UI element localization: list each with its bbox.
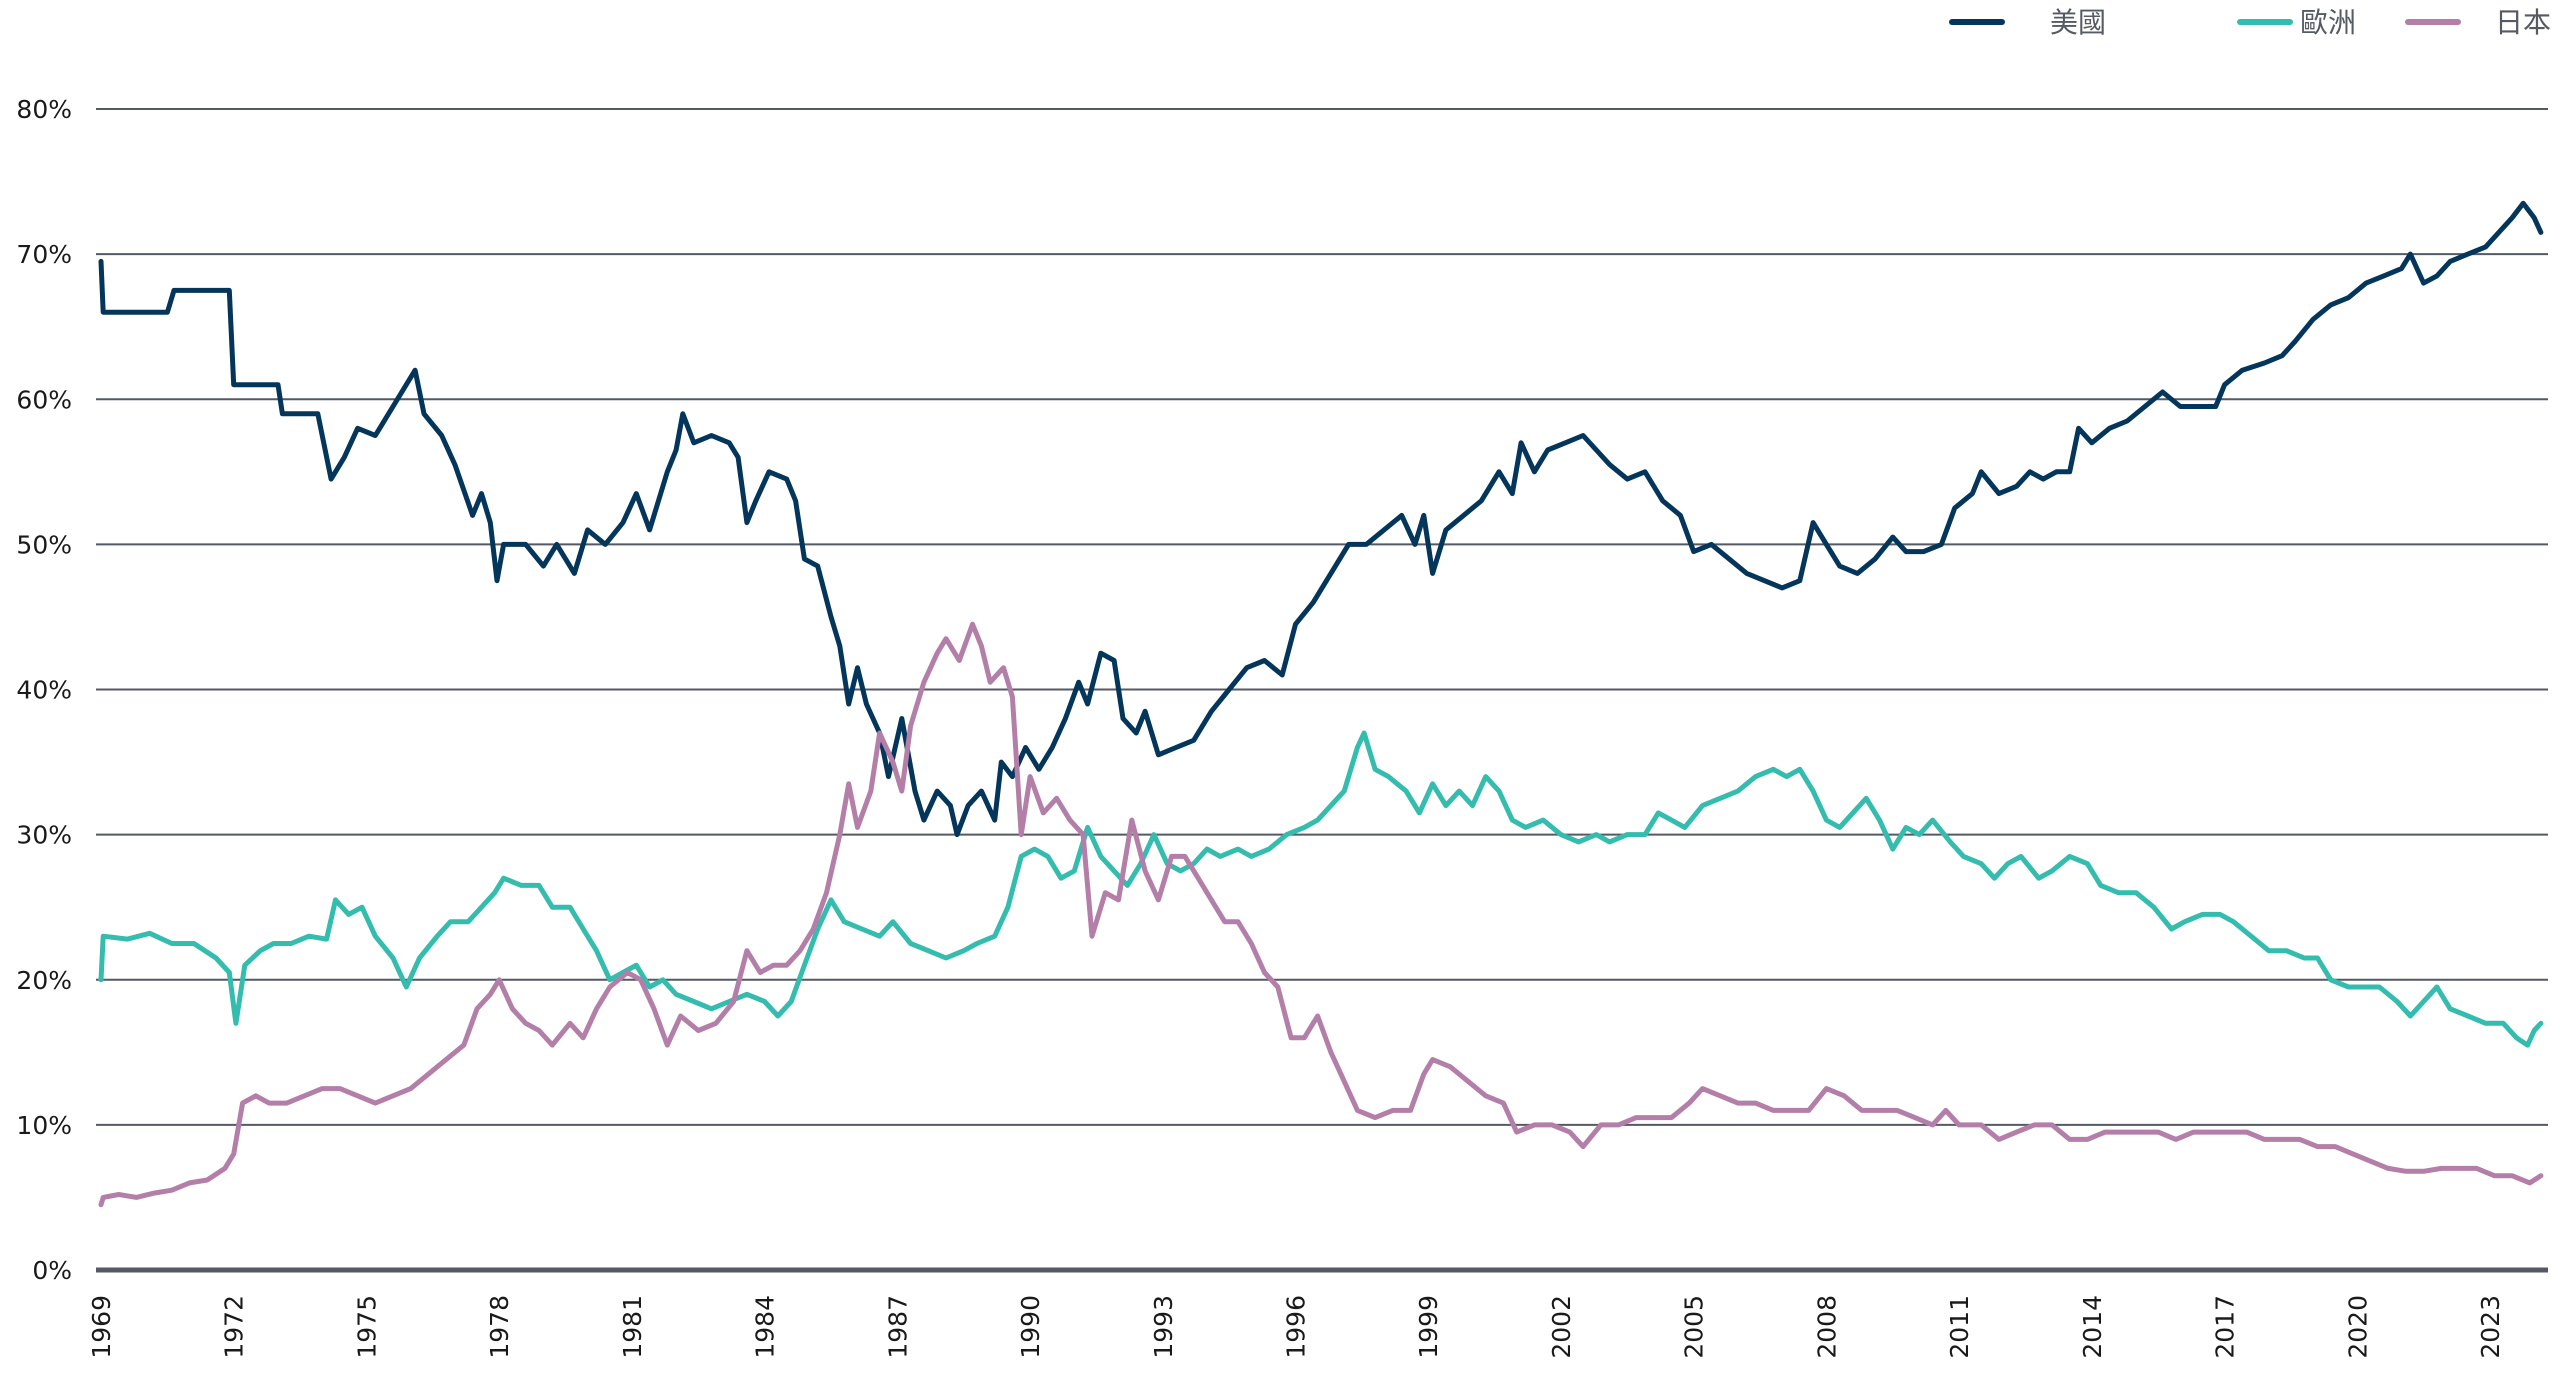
legend-label: 歐洲	[2300, 6, 2356, 39]
x-tick-label: 1996	[1282, 1295, 1311, 1359]
legend-item-us: 美國	[1949, 6, 2106, 39]
x-tick-label: 1975	[352, 1295, 381, 1359]
x-tick-label: 2020	[2343, 1295, 2372, 1359]
y-tick-label: 20%	[16, 966, 72, 995]
legend: 美國 歐洲 日本	[1949, 6, 2551, 39]
x-tick-label: 1969	[87, 1295, 116, 1359]
x-tick-label: 1999	[1414, 1295, 1443, 1359]
series-lines	[98, 200, 2544, 1208]
legend-item-japan: 日本	[2405, 6, 2551, 39]
legend-label: 美國	[2050, 6, 2106, 39]
legend-item-europe: 歐洲	[2237, 6, 2356, 39]
x-tick-label: 1972	[220, 1295, 249, 1359]
x-tick-label: 1978	[485, 1295, 514, 1359]
series-line-europe	[98, 730, 2544, 1048]
y-tick-label: 70%	[16, 240, 72, 269]
series-line-us	[98, 200, 2544, 838]
x-tick-label: 1993	[1149, 1295, 1178, 1359]
y-tick-label: 30%	[16, 821, 72, 850]
series-line-japan	[98, 621, 2544, 1208]
y-tick-label: 10%	[16, 1111, 72, 1140]
y-axis-ticks: 0% 10% 20% 30% 40% 50% 60% 70% 80%	[16, 95, 72, 1285]
x-tick-label: 2011	[1945, 1295, 1974, 1359]
x-tick-label: 2008	[1812, 1295, 1841, 1359]
y-tick-label: 40%	[16, 676, 72, 705]
x-tick-label: 1984	[751, 1295, 780, 1359]
x-tick-label: 2002	[1547, 1295, 1576, 1359]
x-tick-label: 1987	[883, 1295, 912, 1359]
y-tick-label: 50%	[16, 530, 72, 559]
x-tick-label: 2017	[2211, 1295, 2240, 1359]
gridlines	[96, 108, 2548, 1273]
y-tick-label: 80%	[16, 95, 72, 124]
x-tick-label: 2005	[1680, 1295, 1709, 1359]
x-tick-label: 2023	[2476, 1295, 2505, 1359]
x-axis-ticks: 1969 1972 1975 1978 1981 1984 1987 1990 1993 1996…	[87, 1295, 2505, 1359]
x-tick-label: 1981	[618, 1295, 647, 1359]
x-tick-label: 1990	[1016, 1295, 1045, 1359]
y-tick-label: 0%	[32, 1256, 72, 1285]
legend-label: 日本	[2495, 6, 2551, 39]
y-tick-label: 60%	[16, 385, 72, 414]
x-tick-label: 2014	[2078, 1295, 2107, 1359]
